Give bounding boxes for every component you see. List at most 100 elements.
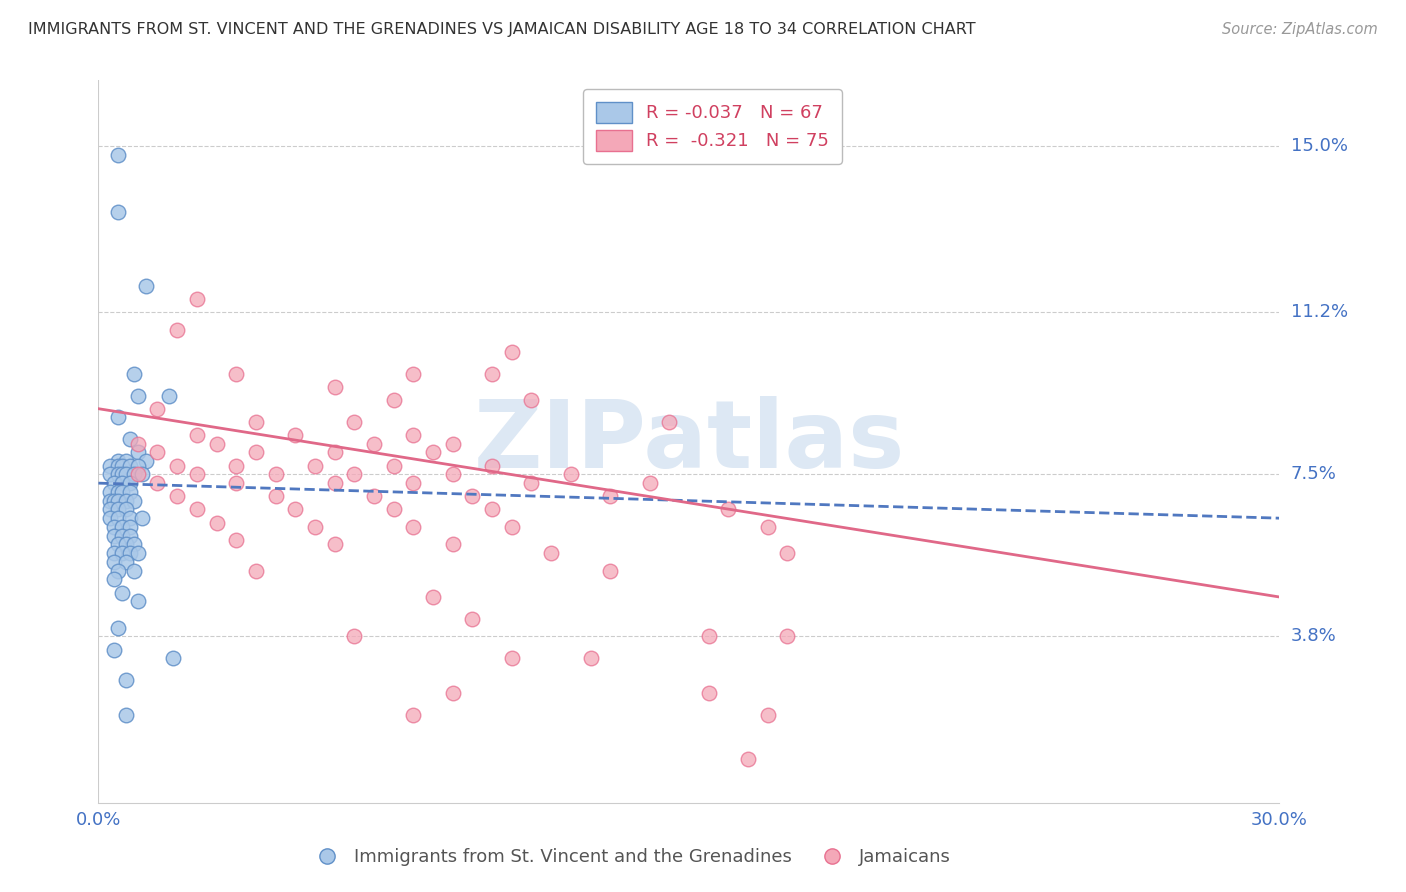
Point [115,555,138,569]
Point [118,433,141,447]
Point [118,484,141,499]
Point [697,629,720,643]
Point [103,546,125,560]
Point [697,686,720,700]
Point [118,458,141,473]
Point [441,686,464,700]
Point [579,651,602,665]
Point [245,445,267,459]
Point [122,493,145,508]
Point [111,484,134,499]
Point [115,467,138,482]
Point [501,344,523,359]
Point [363,489,385,503]
Point [402,367,425,381]
Point [118,520,141,534]
Point [264,489,287,503]
Point [284,502,307,516]
Point [402,708,425,723]
Point [461,489,484,503]
Point [225,458,247,473]
Point [115,537,138,551]
Point [343,629,366,643]
Point [107,484,129,499]
Point [776,546,799,560]
Point [157,388,180,402]
Point [115,493,138,508]
Point [107,147,129,161]
Point [402,428,425,442]
Point [118,546,141,560]
Point [122,367,145,381]
Point [323,537,346,551]
Text: 11.2%: 11.2% [1291,303,1348,321]
Point [135,279,157,293]
Point [115,502,138,516]
Point [382,502,405,516]
Point [127,546,149,560]
Point [186,292,208,306]
Point [323,380,346,394]
Point [135,454,157,468]
Point [343,415,366,429]
Point [304,458,326,473]
Point [111,585,134,599]
Point [115,708,138,723]
Point [461,612,484,626]
Point [115,673,138,688]
Point [225,533,247,547]
Point [245,415,267,429]
Point [122,467,145,482]
Point [127,445,149,459]
Point [127,388,149,402]
Point [441,436,464,450]
Point [111,546,134,560]
Point [127,467,149,482]
Point [737,752,759,766]
Text: 15.0%: 15.0% [1291,137,1347,155]
Point [98,493,121,508]
Point [717,502,740,516]
Point [638,476,661,491]
Point [111,520,134,534]
Point [481,458,503,473]
Point [107,564,129,578]
Point [107,502,129,516]
Point [363,436,385,450]
Point [103,573,125,587]
Point [127,436,149,450]
Point [382,458,405,473]
Point [162,651,184,665]
Point [205,516,228,530]
Point [127,458,149,473]
Point [284,428,307,442]
Point [402,520,425,534]
Point [382,392,405,407]
Point [98,467,121,482]
Point [107,537,129,551]
Point [103,520,125,534]
Point [98,511,121,525]
Point [402,476,425,491]
Point [98,484,121,499]
Point [103,555,125,569]
Point [131,467,153,482]
Text: Source: ZipAtlas.com: Source: ZipAtlas.com [1222,22,1378,37]
Point [98,458,121,473]
Point [118,476,141,491]
Point [122,564,145,578]
Point [146,401,169,416]
Point [107,467,129,482]
Text: 3.8%: 3.8% [1291,627,1336,646]
Point [186,502,208,516]
Point [107,454,129,468]
Point [118,529,141,543]
Point [225,367,247,381]
Point [599,489,621,503]
Point [205,436,228,450]
Point [146,476,169,491]
Point [323,476,346,491]
Point [107,458,129,473]
Point [225,476,247,491]
Point [107,511,129,525]
